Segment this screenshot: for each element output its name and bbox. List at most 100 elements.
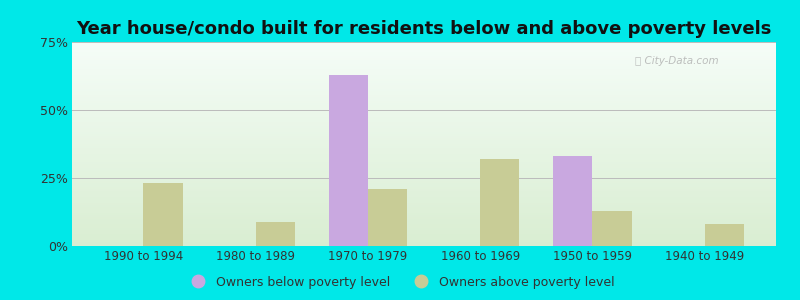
Bar	[72, 181, 776, 183]
Bar	[72, 189, 776, 191]
Bar	[72, 67, 776, 68]
Bar	[72, 52, 776, 54]
Bar	[72, 228, 776, 230]
Bar	[72, 144, 776, 146]
Bar	[72, 99, 776, 101]
Title: Year house/condo built for residents below and above poverty levels: Year house/condo built for residents bel…	[76, 20, 772, 38]
Bar	[553, 156, 593, 246]
Bar	[705, 224, 744, 246]
Bar	[72, 134, 776, 136]
Bar	[72, 118, 776, 119]
Bar	[72, 87, 776, 89]
Bar	[72, 140, 776, 142]
Bar	[72, 42, 776, 44]
Bar	[72, 172, 776, 175]
Bar	[72, 146, 776, 148]
Bar	[72, 62, 776, 64]
Bar	[72, 150, 776, 152]
Bar	[593, 211, 632, 246]
Bar	[329, 75, 368, 246]
Bar	[72, 167, 776, 169]
Bar	[72, 221, 776, 224]
Bar	[72, 126, 776, 128]
Bar	[72, 197, 776, 199]
Bar	[72, 64, 776, 67]
Bar	[72, 124, 776, 126]
Bar	[72, 201, 776, 203]
Bar	[72, 68, 776, 70]
Bar	[72, 191, 776, 193]
Bar	[72, 89, 776, 91]
Text: ⓘ City-Data.com: ⓘ City-Data.com	[635, 56, 719, 66]
Bar	[72, 154, 776, 156]
Bar	[72, 177, 776, 179]
Bar	[72, 85, 776, 87]
Bar	[72, 56, 776, 58]
Bar	[72, 179, 776, 181]
Bar	[72, 101, 776, 103]
Bar	[72, 50, 776, 52]
Bar	[72, 244, 776, 246]
Bar	[72, 242, 776, 244]
Bar	[72, 170, 776, 172]
Bar	[72, 48, 776, 50]
Bar	[72, 226, 776, 228]
Bar	[72, 164, 776, 166]
Bar	[72, 54, 776, 56]
Bar	[72, 70, 776, 73]
Bar	[72, 183, 776, 185]
Bar	[72, 46, 776, 48]
Bar	[72, 220, 776, 221]
Bar	[72, 77, 776, 79]
Bar	[72, 132, 776, 134]
Bar	[72, 58, 776, 60]
Bar	[72, 232, 776, 234]
Bar	[72, 215, 776, 217]
Bar	[72, 236, 776, 238]
Bar	[72, 116, 776, 118]
Bar	[72, 60, 776, 62]
Bar	[72, 91, 776, 93]
Bar	[72, 195, 776, 197]
Bar	[255, 221, 295, 246]
Bar	[143, 183, 182, 246]
Bar	[72, 105, 776, 107]
Bar	[72, 213, 776, 215]
Bar	[72, 156, 776, 158]
Bar	[72, 138, 776, 140]
Bar	[72, 103, 776, 105]
Bar	[480, 159, 519, 246]
Bar	[72, 203, 776, 205]
Bar	[72, 142, 776, 144]
Bar	[72, 97, 776, 99]
Bar	[72, 148, 776, 150]
Bar	[72, 44, 776, 46]
Bar	[72, 109, 776, 111]
Legend: Owners below poverty level, Owners above poverty level: Owners below poverty level, Owners above…	[181, 271, 619, 294]
Bar	[72, 136, 776, 138]
Bar	[72, 187, 776, 189]
Bar	[72, 107, 776, 109]
Bar	[72, 185, 776, 187]
Bar	[72, 199, 776, 201]
Bar	[72, 218, 776, 220]
Bar	[72, 83, 776, 85]
Bar	[72, 122, 776, 124]
Bar	[72, 75, 776, 77]
Bar	[72, 73, 776, 75]
Bar	[72, 175, 776, 177]
Bar	[72, 111, 776, 113]
Bar	[72, 95, 776, 97]
Bar	[72, 81, 776, 83]
Bar	[72, 238, 776, 240]
Bar	[72, 158, 776, 160]
Bar	[72, 240, 776, 242]
Bar	[72, 211, 776, 213]
Bar	[72, 113, 776, 116]
Bar	[72, 93, 776, 95]
Bar	[72, 234, 776, 236]
Bar	[72, 207, 776, 209]
Bar	[72, 130, 776, 132]
Bar	[368, 189, 407, 246]
Bar	[72, 209, 776, 211]
